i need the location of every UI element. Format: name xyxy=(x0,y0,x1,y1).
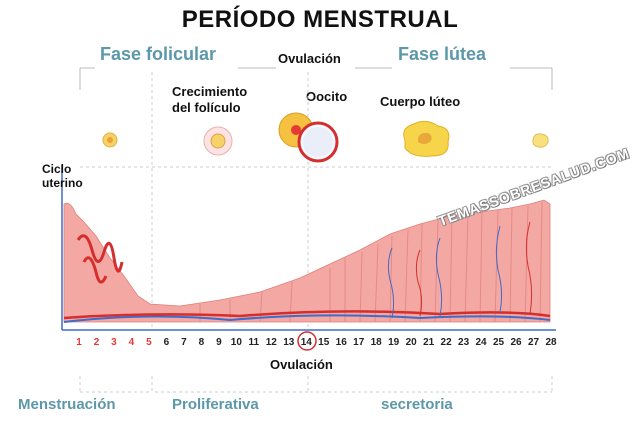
day-28: 28 xyxy=(545,337,557,348)
day-2: 2 xyxy=(93,337,100,348)
day-7: 7 xyxy=(181,337,187,348)
corpus-luteum-icon xyxy=(403,120,450,157)
day-19: 19 xyxy=(388,337,400,348)
day-26: 26 xyxy=(510,337,522,348)
day-25: 25 xyxy=(492,337,505,348)
day-1: 1 xyxy=(76,337,82,348)
day-17: 17 xyxy=(353,337,365,348)
day-13: 13 xyxy=(283,337,295,348)
day-12: 12 xyxy=(265,337,277,348)
small-follicle-icon xyxy=(102,132,118,148)
day-axis: 1 2 3 4 5 6 7 8 9 10 11 12 13 14 15 16 17 18 19 20 21 22 23 24 2… xyxy=(0,337,640,355)
proliferative-label: Proliferativa xyxy=(172,396,259,413)
endometrium-tissue xyxy=(63,199,551,323)
menstruation-label: Menstruación xyxy=(18,396,116,413)
cycle-axis xyxy=(61,165,556,331)
vein-line xyxy=(63,314,551,323)
menstrual-shedding xyxy=(76,234,124,284)
day-6: 6 xyxy=(163,337,170,348)
day-23: 23 xyxy=(458,337,470,348)
day-20: 20 xyxy=(405,337,417,348)
day-11: 11 xyxy=(248,337,260,348)
phase-luteal-label: Fase lútea xyxy=(398,44,487,64)
day-14: 14 xyxy=(300,337,312,348)
day-16: 16 xyxy=(335,337,347,348)
day-15: 15 xyxy=(318,337,330,348)
day-21: 21 xyxy=(423,337,435,348)
day-5: 5 xyxy=(146,337,152,348)
page-title: PERÍODO MENSTRUAL xyxy=(181,6,459,33)
day-27: 27 xyxy=(527,337,540,348)
ovulation-bottom-label: Ovulación xyxy=(270,357,333,372)
follicle-growth-label: Crecimiento del folículo xyxy=(172,84,248,115)
artery-line xyxy=(63,310,551,320)
top-brackets xyxy=(79,67,553,90)
phase-dividers xyxy=(80,72,552,330)
day-8: 8 xyxy=(198,337,205,348)
spiral-veins xyxy=(415,221,533,317)
secretory-label: secretoria xyxy=(381,396,453,413)
bottom-brackets xyxy=(79,376,553,393)
day-18: 18 xyxy=(370,337,382,348)
day-22: 22 xyxy=(440,337,452,348)
oocyte-label: Oocito xyxy=(306,89,348,104)
day-10: 10 xyxy=(230,337,242,348)
phase-follicular-label: Fase folicular xyxy=(100,44,217,64)
oocyte-icon xyxy=(278,112,339,163)
day-9: 9 xyxy=(216,337,222,348)
corpus-albicans-icon xyxy=(532,133,549,148)
growing-follicle-icon xyxy=(203,126,233,156)
ovulation-top-label: Ovulación xyxy=(278,51,341,66)
day-24: 24 xyxy=(475,337,487,348)
cycle-axis-label: Ciclo uterino xyxy=(42,162,83,189)
day-4: 4 xyxy=(128,337,135,348)
ovulation-day-circle xyxy=(297,331,317,351)
spiral-arteries xyxy=(387,225,503,319)
day-3: 3 xyxy=(111,337,117,348)
corpus-luteum-label: Cuerpo lúteo xyxy=(380,94,461,109)
